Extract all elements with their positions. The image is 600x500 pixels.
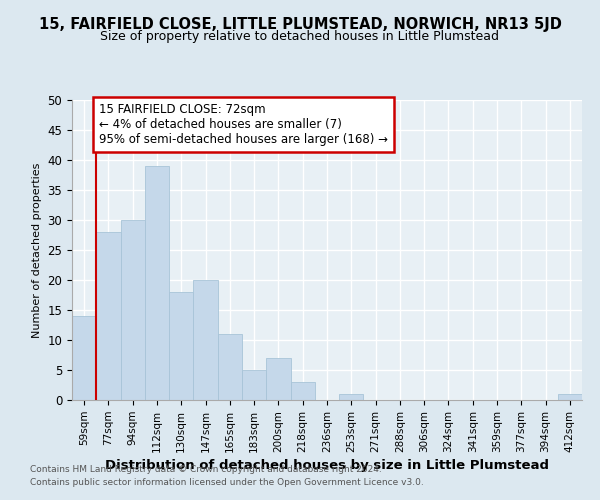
Y-axis label: Number of detached properties: Number of detached properties	[32, 162, 42, 338]
Bar	[242, 370, 266, 400]
X-axis label: Distribution of detached houses by size in Little Plumstead: Distribution of detached houses by size …	[105, 459, 549, 472]
Bar	[145, 166, 169, 400]
Bar	[121, 220, 145, 400]
Bar	[339, 394, 364, 400]
Bar	[266, 358, 290, 400]
Bar	[96, 232, 121, 400]
Text: Size of property relative to detached houses in Little Plumstead: Size of property relative to detached ho…	[101, 30, 499, 43]
Text: Contains HM Land Registry data © Crown copyright and database right 2024.: Contains HM Land Registry data © Crown c…	[30, 466, 382, 474]
Bar	[290, 382, 315, 400]
Text: 15 FAIRFIELD CLOSE: 72sqm
← 4% of detached houses are smaller (7)
95% of semi-de: 15 FAIRFIELD CLOSE: 72sqm ← 4% of detach…	[99, 103, 388, 146]
Bar	[218, 334, 242, 400]
Text: Contains public sector information licensed under the Open Government Licence v3: Contains public sector information licen…	[30, 478, 424, 487]
Bar	[72, 316, 96, 400]
Text: 15, FAIRFIELD CLOSE, LITTLE PLUMSTEAD, NORWICH, NR13 5JD: 15, FAIRFIELD CLOSE, LITTLE PLUMSTEAD, N…	[38, 18, 562, 32]
Bar	[193, 280, 218, 400]
Bar	[558, 394, 582, 400]
Bar	[169, 292, 193, 400]
